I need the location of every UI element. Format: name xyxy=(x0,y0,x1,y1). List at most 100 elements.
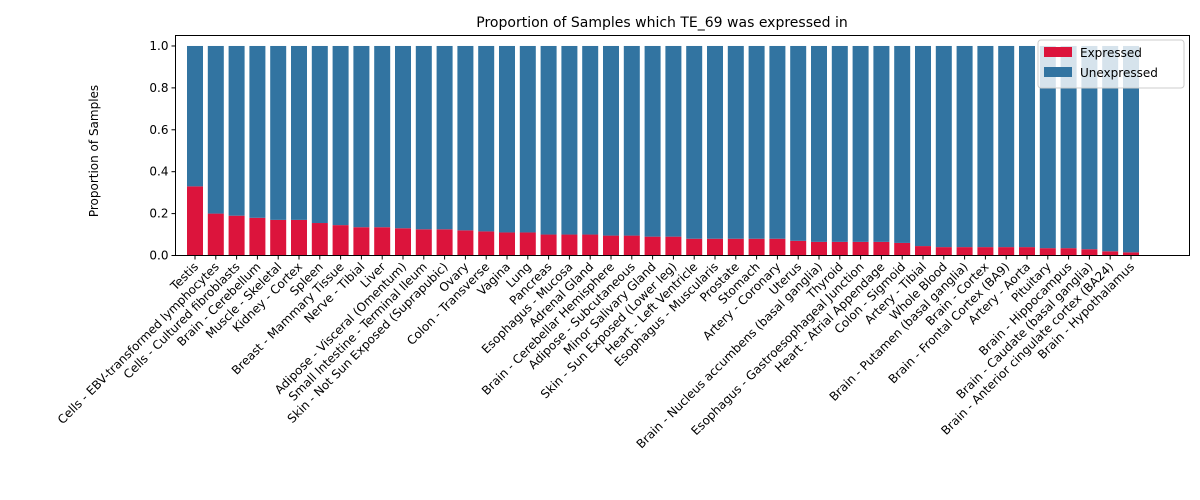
bar-unexpressed xyxy=(686,45,703,239)
bar-expressed xyxy=(353,227,370,256)
y-tick-label: 0.8 xyxy=(149,81,168,95)
bar-expressed xyxy=(311,223,328,256)
bar-expressed xyxy=(603,235,619,256)
legend-swatch-unexpressed xyxy=(1044,67,1072,77)
bar-expressed xyxy=(748,238,765,256)
bar-expressed xyxy=(582,234,599,256)
bar-unexpressed xyxy=(436,45,453,230)
bar-expressed xyxy=(540,234,557,256)
bar-unexpressed xyxy=(311,45,328,224)
legend-swatch-expressed xyxy=(1044,47,1072,57)
bar-unexpressed xyxy=(395,45,411,229)
bar-unexpressed xyxy=(790,45,807,241)
bar-unexpressed xyxy=(1060,45,1077,249)
bar-unexpressed xyxy=(935,45,952,248)
bar-unexpressed xyxy=(478,45,495,232)
x-tick-label: Cells - EBV-transformed lymphocytes xyxy=(55,260,222,427)
bar-expressed xyxy=(623,235,640,256)
bar-expressed xyxy=(956,247,973,256)
bar-unexpressed xyxy=(831,45,848,242)
bar-unexpressed xyxy=(603,45,619,236)
bar-unexpressed xyxy=(727,45,744,239)
bar-unexpressed xyxy=(894,45,911,243)
bar-unexpressed xyxy=(852,45,869,242)
bar-expressed xyxy=(831,241,848,256)
bar-expressed xyxy=(707,238,723,256)
bar-unexpressed xyxy=(519,45,536,233)
bar-unexpressed xyxy=(956,45,973,248)
bar-expressed xyxy=(894,242,911,256)
bar-unexpressed xyxy=(707,45,723,239)
bar-expressed xyxy=(998,247,1015,256)
legend-label-unexpressed: Unexpressed xyxy=(1080,66,1158,80)
bar-unexpressed xyxy=(249,45,266,218)
bar-expressed xyxy=(1060,248,1077,256)
bar-expressed xyxy=(790,240,807,256)
bar-unexpressed xyxy=(1123,45,1139,253)
chart-title: Proportion of Samples which TE_69 was ex… xyxy=(476,15,847,31)
bar-unexpressed xyxy=(873,45,890,242)
bar-unexpressed xyxy=(228,45,245,216)
bar-expressed xyxy=(1102,251,1119,256)
plot-frame xyxy=(175,35,1190,256)
bar-unexpressed xyxy=(415,45,432,230)
y-tick-label: 0.6 xyxy=(149,123,168,137)
bar-expressed xyxy=(374,227,391,256)
bar-expressed xyxy=(270,219,287,256)
y-tick-label: 0.4 xyxy=(149,165,168,179)
y-tick-label: 0.2 xyxy=(149,207,168,221)
bar-unexpressed xyxy=(270,45,287,220)
bar-expressed xyxy=(852,241,869,256)
bar-expressed xyxy=(436,229,453,256)
bar-expressed xyxy=(332,225,349,256)
bar-unexpressed xyxy=(353,45,370,228)
bar-unexpressed xyxy=(769,45,786,239)
bar-expressed xyxy=(478,231,495,256)
y-tick-label: 0.0 xyxy=(149,249,168,263)
legend-label-expressed: Expressed xyxy=(1080,46,1142,60)
bar-unexpressed xyxy=(1081,45,1098,250)
bar-expressed xyxy=(395,228,411,256)
bar-unexpressed xyxy=(748,45,765,239)
bar-expressed xyxy=(727,238,744,256)
bar-unexpressed xyxy=(499,45,515,233)
y-axis-label: Proportion of Samples xyxy=(87,85,101,217)
bar-expressed xyxy=(665,236,682,256)
legend-frame xyxy=(1037,39,1185,89)
bar-unexpressed xyxy=(1019,45,1035,248)
bar-unexpressed xyxy=(644,45,661,237)
bar-unexpressed xyxy=(207,45,224,214)
bar-unexpressed xyxy=(977,45,994,248)
bar-expressed xyxy=(977,247,994,256)
bar-unexpressed xyxy=(457,45,474,231)
bar-unexpressed xyxy=(332,45,349,226)
bar-expressed xyxy=(1019,247,1035,256)
bar-unexpressed xyxy=(540,45,557,235)
bar-unexpressed xyxy=(374,45,391,228)
bar-expressed xyxy=(873,241,890,256)
bar-expressed xyxy=(561,234,578,256)
y-axis: 0.0 0.2 0.4 0.6 0.8 1.0 xyxy=(149,39,176,263)
bar-expressed xyxy=(1123,252,1139,256)
legend: Expressed Unexpressed xyxy=(1037,39,1185,89)
bar-expressed xyxy=(644,236,661,256)
bar-expressed xyxy=(207,213,224,256)
bar-expressed xyxy=(935,247,952,256)
bar-expressed xyxy=(415,229,432,256)
bar-expressed xyxy=(915,246,931,256)
bar-expressed xyxy=(1039,248,1056,256)
bar-unexpressed xyxy=(1039,45,1056,249)
bar-unexpressed xyxy=(291,45,307,220)
y-tick-label: 1.0 xyxy=(149,39,168,53)
bar-expressed xyxy=(499,232,515,256)
bar-expressed xyxy=(187,186,203,256)
bar-unexpressed xyxy=(561,45,578,235)
bar-expressed xyxy=(457,230,474,256)
bar-expressed xyxy=(291,219,307,256)
bar-unexpressed xyxy=(811,45,827,242)
bar-expressed xyxy=(769,238,786,256)
bar-expressed xyxy=(811,241,827,256)
bar-expressed xyxy=(519,232,536,256)
